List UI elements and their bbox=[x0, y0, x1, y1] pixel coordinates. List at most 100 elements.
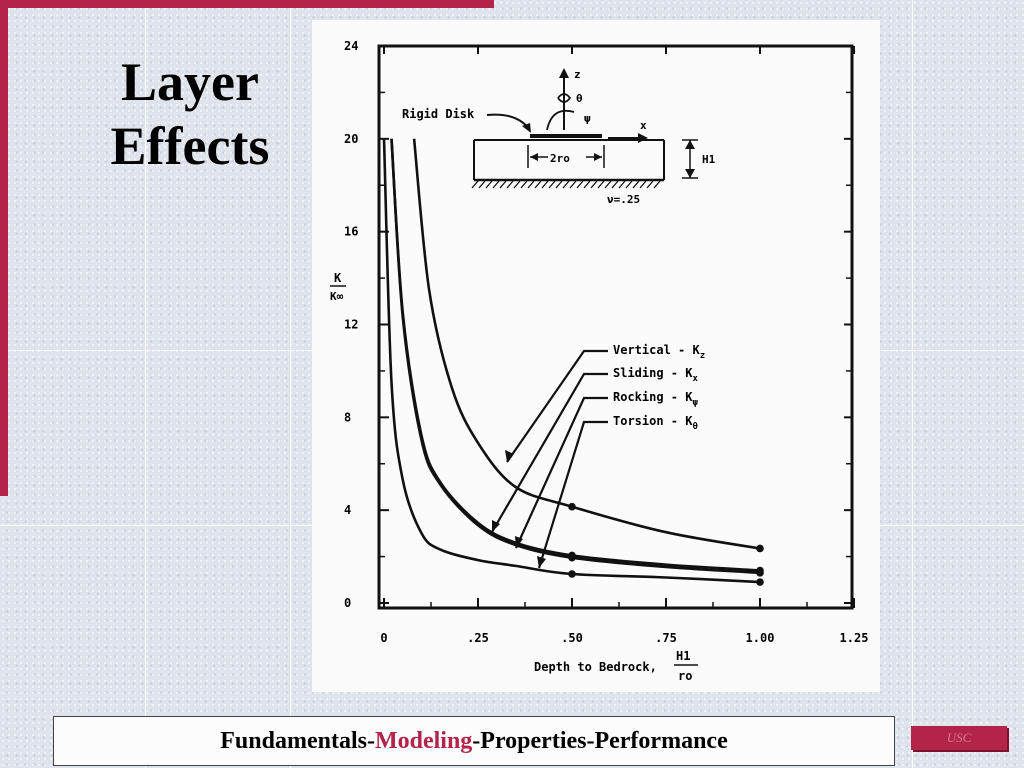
y-tick-label: 8 bbox=[344, 410, 351, 424]
depth-arrowhead-bottom bbox=[685, 169, 695, 178]
y-tick-label: 16 bbox=[344, 225, 358, 239]
hatch-line bbox=[499, 180, 507, 189]
torsion-rotation-symbol bbox=[557, 93, 572, 103]
usc-badge[interactable]: USC bbox=[911, 726, 1007, 750]
footer-text-start: Fundamentals- bbox=[220, 727, 375, 754]
data-point bbox=[568, 570, 576, 578]
width-arrowhead-right bbox=[594, 153, 602, 161]
hatch-line bbox=[618, 180, 626, 189]
width-label: 2ro bbox=[550, 152, 570, 165]
hatch-line bbox=[534, 180, 542, 189]
figure-panel: 0 4 8 12 16 20 24 0 .25 .50 .75 1.00 1.25 K K∞ Depth… bbox=[312, 20, 880, 692]
legend-entry-sliding: Sliding - Kx bbox=[613, 366, 698, 384]
inset-schematic: Rigid Disk z θ ψ x 2ro bbox=[402, 68, 716, 206]
series-line-torsion bbox=[382, 138, 761, 584]
hatch-line bbox=[639, 180, 647, 189]
arrowhead-vertical bbox=[505, 450, 514, 462]
background-gridline bbox=[290, 0, 291, 768]
x-tick-label: .50 bbox=[561, 631, 583, 645]
y-axis-label-numerator: K bbox=[334, 271, 342, 285]
data-point bbox=[756, 569, 764, 577]
background-gridline bbox=[912, 0, 913, 768]
depth-arrowhead-top bbox=[685, 140, 695, 149]
hatch-line bbox=[527, 180, 535, 189]
title-line-2: Effects bbox=[110, 116, 270, 176]
x-tick-label: 1.25 bbox=[840, 631, 869, 645]
background-gridline bbox=[145, 0, 146, 768]
hatch-line bbox=[492, 180, 500, 189]
leader-torsion bbox=[537, 420, 608, 569]
psi-label: ψ bbox=[584, 112, 591, 125]
hatch-line bbox=[604, 180, 612, 189]
width-label-bg bbox=[548, 149, 586, 165]
poisson-ratio-label: ν=.25 bbox=[607, 193, 640, 206]
hatch-line bbox=[625, 180, 633, 189]
hatch-line bbox=[569, 180, 577, 189]
y-tick-label: 20 bbox=[344, 132, 358, 146]
tick-labels: 0 4 8 12 16 20 24 0 .25 .50 .75 1.00 1.25 bbox=[344, 39, 868, 645]
leader-arrowheads bbox=[492, 450, 546, 568]
z-label: z bbox=[574, 68, 581, 81]
legend: Vertical - Kz Sliding - Kx Rocking - Kψ … bbox=[491, 343, 705, 569]
data-point bbox=[756, 578, 764, 586]
hatch-line bbox=[597, 180, 605, 189]
rigid-disk-label: Rigid Disk bbox=[402, 107, 475, 121]
hatch-line bbox=[513, 180, 521, 189]
y-axis-label-denominator: K∞ bbox=[330, 290, 344, 303]
tick-marks bbox=[379, 45, 855, 608]
x-tick-label: .75 bbox=[655, 631, 677, 645]
theta-label: θ bbox=[576, 92, 583, 105]
y-tick-label: 12 bbox=[344, 318, 358, 332]
series-line-vertical bbox=[412, 138, 761, 550]
hatch-line bbox=[646, 180, 654, 189]
hatch-line bbox=[506, 180, 514, 189]
footer-text-end: -Properties-Performance bbox=[472, 727, 728, 754]
y-tick-label: 4 bbox=[344, 503, 351, 517]
hatch-line bbox=[562, 180, 570, 189]
series-line-rocking bbox=[390, 138, 761, 575]
z-axis-arrowhead bbox=[559, 68, 569, 78]
legend-entry-torsion: Torsion - Kθ bbox=[613, 414, 698, 432]
width-arrowhead-left bbox=[530, 153, 538, 161]
data-point bbox=[568, 502, 576, 511]
hatch-line bbox=[485, 180, 493, 189]
x-tick-label: 0 bbox=[380, 631, 387, 645]
hatch-line bbox=[478, 180, 486, 189]
bedrock-hatching bbox=[471, 180, 661, 189]
hatch-line bbox=[520, 180, 528, 189]
rocking-rotation-symbol bbox=[546, 109, 575, 131]
rigid-disk-arrowhead bbox=[522, 123, 531, 133]
leader-rocking bbox=[514, 396, 608, 549]
arrowhead-sliding bbox=[492, 520, 500, 532]
title-line-1: Layer bbox=[121, 52, 259, 112]
x-label: x bbox=[640, 119, 647, 132]
hatch-line bbox=[590, 180, 598, 189]
hatch-line bbox=[576, 180, 584, 189]
curves bbox=[382, 138, 761, 584]
leader-sliding bbox=[491, 372, 608, 533]
legend-leader-lines bbox=[491, 349, 608, 569]
hatch-line bbox=[611, 180, 619, 189]
y-tick-label: 24 bbox=[344, 39, 358, 53]
data-point bbox=[568, 553, 576, 562]
x-tick-label: .25 bbox=[467, 631, 489, 645]
hatch-line bbox=[632, 180, 640, 189]
x-axis-label-numerator: H1 bbox=[676, 649, 690, 663]
leader-vertical bbox=[506, 349, 608, 463]
left-accent-bar bbox=[0, 0, 8, 496]
plot-frame bbox=[377, 44, 854, 610]
x-axis-arrowhead bbox=[638, 133, 648, 143]
footer-text-accent: Modeling bbox=[374, 727, 473, 754]
hatch-line bbox=[541, 180, 549, 189]
hatch-line bbox=[583, 180, 591, 189]
x-axis-label-denominator: ro bbox=[678, 669, 692, 683]
top-accent-bar bbox=[0, 0, 494, 8]
x-tick-label: 1.00 bbox=[746, 631, 775, 645]
rigid-disk-arrow bbox=[486, 113, 531, 131]
stiffness-chart: 0 4 8 12 16 20 24 0 .25 .50 .75 1.00 1.25 K K∞ Depth… bbox=[330, 39, 868, 683]
slide-title: Layer Effects bbox=[70, 50, 310, 178]
hatch-line bbox=[471, 180, 479, 189]
depth-label: H1 bbox=[702, 153, 716, 166]
data-point bbox=[756, 544, 764, 553]
hatch-line bbox=[548, 180, 556, 189]
